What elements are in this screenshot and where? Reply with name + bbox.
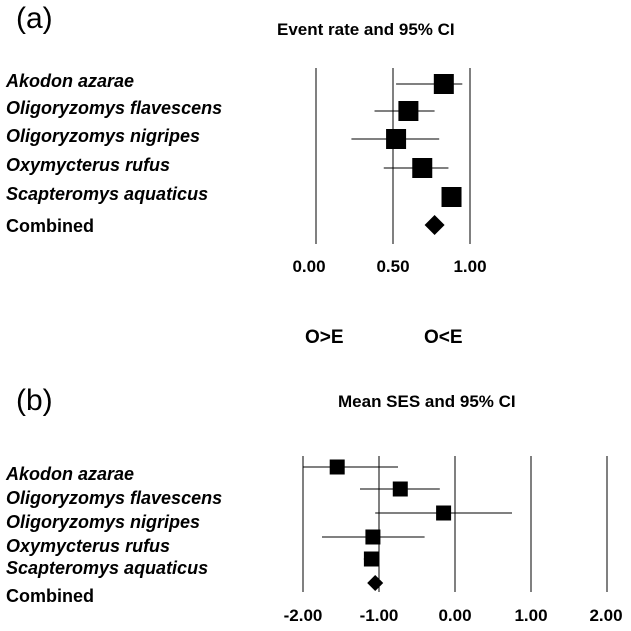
panel-a-x-tick-label: 0.50 (376, 257, 410, 276)
panel-b-x-tick-label: 1.00 (514, 606, 548, 625)
panel-a-combined-label: Combined (6, 216, 94, 236)
panel-a-estimate-marker (441, 187, 462, 207)
panel-b-row-label: Oxymycterus rufus (6, 536, 171, 556)
panel-a-estimate-marker (398, 101, 419, 121)
panel-b-row-label: Oligoryzomys nigripes (6, 512, 201, 532)
panel-a-row-label: Oligoryzomys nigripes (6, 126, 201, 146)
panel-b-x-tick-label: 0.00 (438, 606, 472, 625)
panel-b-estimate-marker (392, 481, 408, 497)
panel-a-x-tick-label: 1.00 (453, 257, 487, 276)
panel-a-row-label: Oxymycterus rufus (6, 155, 171, 175)
panel-a-estimate-marker (386, 129, 407, 149)
panel-a-direction-label-right: O<E (424, 327, 463, 348)
panel-b-x-tick-label: -2.00 (283, 606, 323, 625)
panel-b-estimate-marker (363, 551, 379, 567)
panel-b-row-label: Scapteromys aquaticus (6, 558, 209, 578)
panel-b-row-label: Oligoryzomys flavescens (6, 488, 223, 508)
panel-b-estimate-marker (436, 505, 452, 521)
panel-b-x-tick-label: -1.00 (359, 606, 399, 625)
panel-a-combined-diamond (424, 215, 445, 235)
panel-a-estimate-marker (412, 158, 433, 178)
panel-b-combined-label: Combined (6, 586, 94, 606)
panel-b-estimate-marker (365, 529, 381, 545)
panel-a-label: (a) (16, 2, 53, 35)
panel-b-combined-diamond (367, 575, 384, 591)
panel-a-row-label: Akodon azarae (6, 71, 135, 91)
panel-b-x-tick-label: 2.00 (589, 606, 623, 625)
panel-b-row-label: Akodon azarae (6, 464, 135, 484)
panel-a-title: Event rate and 95% CI (277, 20, 455, 39)
panel-a-row-label: Scapteromys aquaticus (6, 184, 209, 204)
panel-a-estimate-marker (433, 74, 454, 94)
panel-a-row-label: Oligoryzomys flavescens (6, 98, 223, 118)
panel-b-label: (b) (16, 384, 53, 417)
panel-b-estimate-marker (329, 459, 345, 475)
panel-a-x-tick-label: 0.00 (292, 257, 326, 276)
panel-a-direction-label-left: O>E (305, 327, 344, 348)
panel-b-title: Mean SES and 95% CI (338, 392, 516, 411)
